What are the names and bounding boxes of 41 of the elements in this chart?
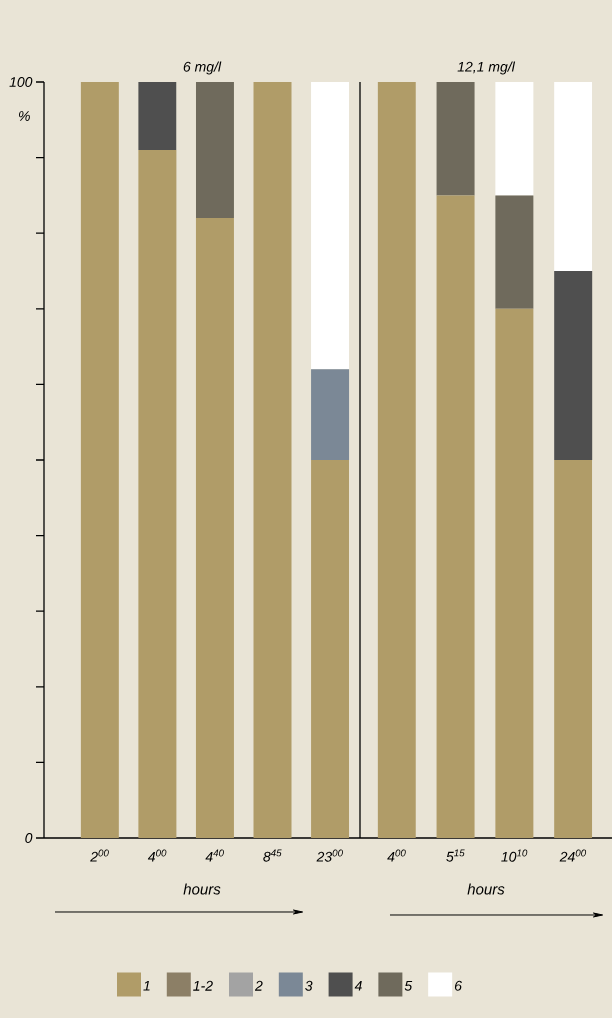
bar [138,150,177,838]
x-tick-label: 24$^{00}$ [559,849,587,862]
bar [436,195,475,838]
bar [554,460,593,838]
x-tick-label: 4$^{00}$ [387,849,406,862]
x-tick-label: 2$^{00}$ [90,849,109,862]
y-tick-label: 100 [9,77,33,87]
bar [436,82,475,196]
x-tick-label: 5$^{15}$ [446,849,465,862]
legend-label: 4 [354,980,362,991]
bar [495,308,534,838]
chart-title: 12,1 mg/l [457,61,516,75]
bar [554,271,593,460]
chart-title: 6 mg/l [183,61,222,75]
x-axis-title: hours [183,883,221,895]
y-tick-label: 0 [25,833,33,843]
legend-label: 1 [143,980,150,991]
bar [311,460,350,838]
bar [195,218,234,838]
x-tick-label: 4$^{00}$ [147,849,167,862]
bar [311,369,350,460]
x-tick-label: 10$^{10}$ [501,849,528,862]
bar [80,82,119,838]
bar [253,82,292,838]
bar [311,82,350,370]
bar [495,195,534,309]
x-tick-label: 8$^{45}$ [263,849,282,862]
bar [138,82,177,151]
legend-label: 6 [454,980,462,991]
bar [195,82,234,219]
y-axis-title: % [19,111,30,121]
legend-label: 1-2 [193,980,213,991]
x-tick-label: 4$^{40}$ [205,849,224,862]
x-tick-label: 23$^{00}$ [316,849,343,862]
legend-label: 5 [404,980,413,991]
x-axis-title: hours [467,883,505,895]
legend-label: 3 [305,980,313,991]
bar [495,82,534,196]
bar [377,82,416,838]
bar [554,82,593,271]
legend-label: 2 [254,980,263,991]
